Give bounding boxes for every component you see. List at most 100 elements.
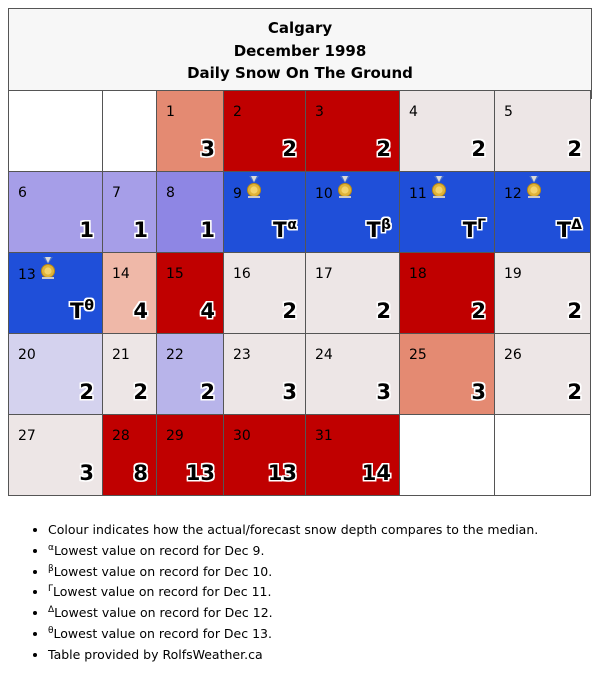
record-footnote-marker: θ	[84, 298, 94, 314]
day-cell: 22 2	[156, 333, 224, 415]
snow-depth-value: 3	[471, 380, 486, 404]
day-number-text: 6	[18, 185, 27, 201]
footnote-item: αLowest value on record for Dec 9.	[48, 541, 538, 562]
day-number-text: 2	[233, 104, 242, 120]
day-number: 19	[504, 265, 522, 283]
snow-depth-text: 2	[567, 137, 582, 161]
snow-depth-value: 3	[376, 380, 391, 404]
medal-icon	[39, 257, 57, 284]
footnote-text: Colour indicates how the actual/forecast…	[48, 522, 539, 537]
day-cell: 10 Tβ	[305, 171, 400, 253]
snow-depth-value: 3	[79, 461, 94, 485]
day-number: 22	[166, 346, 184, 364]
snow-depth-text: 3	[79, 461, 94, 485]
snow-depth-text: 2	[471, 137, 486, 161]
snow-depth-text: 2	[282, 299, 297, 323]
day-number-text: 8	[166, 185, 175, 201]
footnote-marker: θ	[48, 625, 54, 636]
calendar-header: Calgary December 1998 Daily Snow On The …	[8, 8, 592, 99]
day-cell: 16 2	[223, 252, 306, 334]
day-number-text: 21	[112, 347, 130, 363]
day-number-text: 13	[18, 266, 36, 283]
empty-cell	[399, 414, 495, 496]
day-number: 7	[112, 184, 121, 202]
snow-depth-value: 14	[362, 461, 391, 485]
day-number-text: 5	[504, 104, 513, 120]
footnote-text: Lowest value on record for Dec 12.	[54, 605, 273, 621]
snow-depth-text: 3	[200, 137, 215, 161]
day-cell: 17 2	[305, 252, 400, 334]
day-number: 9	[233, 176, 263, 203]
snow-depth-value: 3	[282, 380, 297, 404]
medal-icon	[245, 176, 263, 203]
snow-depth-text: 3	[376, 380, 391, 404]
calendar-week: 20 2 21 2 22 2 23 3 24 3 25 3 26 2	[8, 333, 591, 415]
snow-depth-value: 13	[186, 461, 215, 485]
snow-depth-value: Tα	[273, 218, 297, 242]
day-number: 31	[315, 427, 333, 445]
day-cell: 28 8	[102, 414, 157, 496]
snow-depth-value: 1	[79, 218, 94, 242]
footnote-text: Table provided by RolfsWeather.ca	[48, 646, 263, 662]
day-number: 24	[315, 346, 333, 364]
snow-depth-text: T	[366, 218, 381, 242]
day-number-text: 26	[504, 347, 522, 363]
day-number-text: 23	[233, 347, 251, 363]
day-cell: 23 3	[223, 333, 306, 415]
day-number: 14	[112, 265, 130, 283]
day-cell: 24 3	[305, 333, 400, 415]
snow-depth-value: 2	[471, 137, 486, 161]
record-footnote-marker: β	[380, 217, 391, 233]
footnote-text: Lowest value on record for Dec 13.	[53, 625, 272, 641]
snow-depth-text: 2	[471, 299, 486, 323]
city-title: Calgary	[267, 19, 333, 37]
snow-depth-text: 4	[133, 299, 148, 323]
snow-depth-value: 2	[567, 380, 582, 404]
calendar-widget: Calgary December 1998 Daily Snow On The …	[8, 8, 592, 496]
snow-depth-value: 2	[376, 299, 391, 323]
day-number: 26	[504, 346, 522, 364]
snow-depth-value: 2	[567, 137, 582, 161]
day-number-text: 28	[112, 428, 130, 444]
snow-depth-value: 2	[567, 299, 582, 323]
day-cell: 13 Tθ	[8, 252, 103, 334]
snow-depth-value: 2	[200, 380, 215, 404]
medal-icon	[336, 176, 354, 203]
day-number: 12	[504, 176, 543, 203]
day-number-text: 12	[504, 185, 522, 202]
day-number-text: 1	[166, 104, 175, 120]
snow-depth-value: 2	[376, 137, 391, 161]
empty-cell	[494, 414, 591, 496]
snow-depth-value: 13	[268, 461, 297, 485]
day-number: 30	[233, 427, 251, 445]
snow-depth-value: Tθ	[70, 299, 94, 323]
day-number-text: 30	[233, 428, 251, 444]
day-number: 23	[233, 346, 251, 364]
empty-cell	[102, 90, 157, 172]
day-cell: 21 2	[102, 333, 157, 415]
day-number: 11	[409, 176, 448, 203]
footnote-marker: β	[48, 563, 54, 574]
snow-depth-value: 4	[133, 299, 148, 323]
snow-depth-text: T	[556, 218, 572, 242]
day-cell: 19 2	[494, 252, 591, 334]
day-cell: 18 2	[399, 252, 495, 334]
day-number: 3	[315, 103, 324, 121]
footnote-item: Colour indicates how the actual/forecast…	[48, 520, 538, 541]
record-footnote-marker: α	[287, 217, 297, 233]
snow-depth-value: 1	[200, 218, 215, 242]
snow-depth-text: 3	[471, 380, 486, 404]
snow-depth-value: TΔ	[557, 218, 582, 242]
day-number: 28	[112, 427, 130, 445]
snow-depth-text: T	[70, 299, 85, 323]
snow-depth-text: 2	[133, 380, 148, 404]
footnote-item: Table provided by RolfsWeather.ca	[48, 645, 538, 666]
day-number-text: 27	[18, 428, 36, 444]
day-cell: 27 3	[8, 414, 103, 496]
day-number: 2	[233, 103, 242, 121]
snow-depth-text: 2	[376, 137, 391, 161]
